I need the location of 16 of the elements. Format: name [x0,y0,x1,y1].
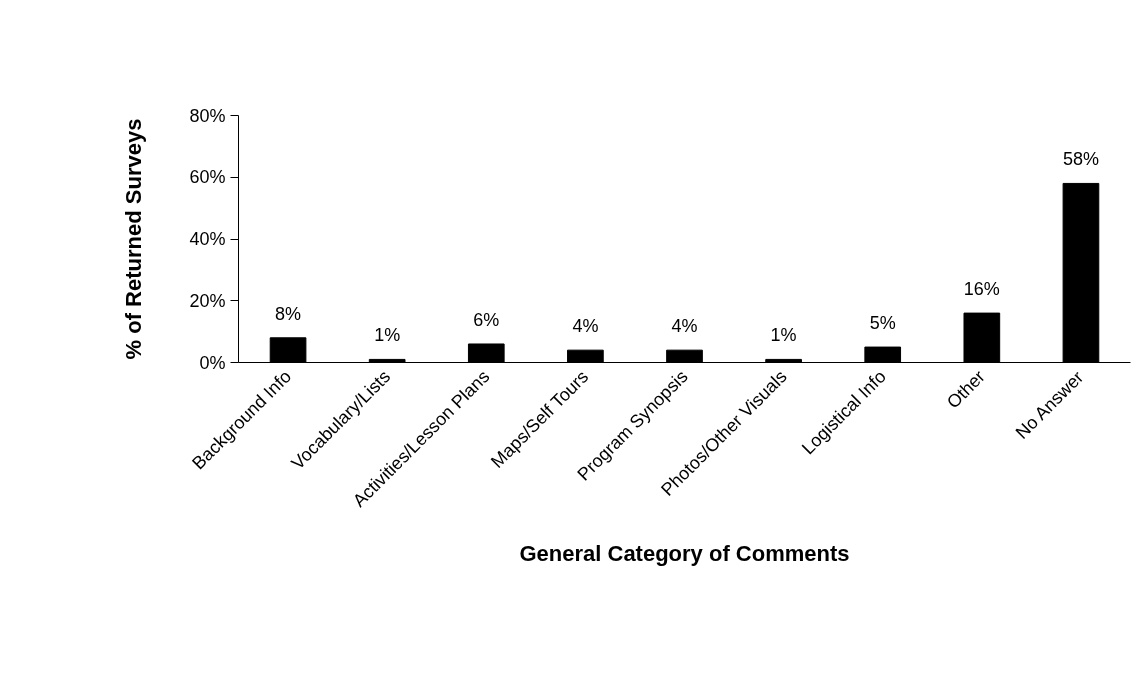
y-axis-title: % of Returned Surveys [121,118,147,360]
y-tick-label: 80% [189,105,226,126]
data-label: 16% [963,279,1000,300]
data-label: 5% [869,313,896,334]
y-tick-label: 40% [189,229,226,249]
data-label: 4% [671,316,698,337]
y-tick-label: 60% [189,167,226,188]
data-label: 4% [572,316,599,337]
data-label: 1% [374,325,401,346]
data-label: 1% [770,325,797,346]
data-label: 6% [473,309,500,330]
data-label: 8% [275,303,302,324]
x-axis-title: General Category of Comments [519,540,850,566]
y-tick-label: 20% [189,290,226,311]
data-label: 58% [1062,149,1099,170]
y-tick-label: 0% [199,352,226,373]
